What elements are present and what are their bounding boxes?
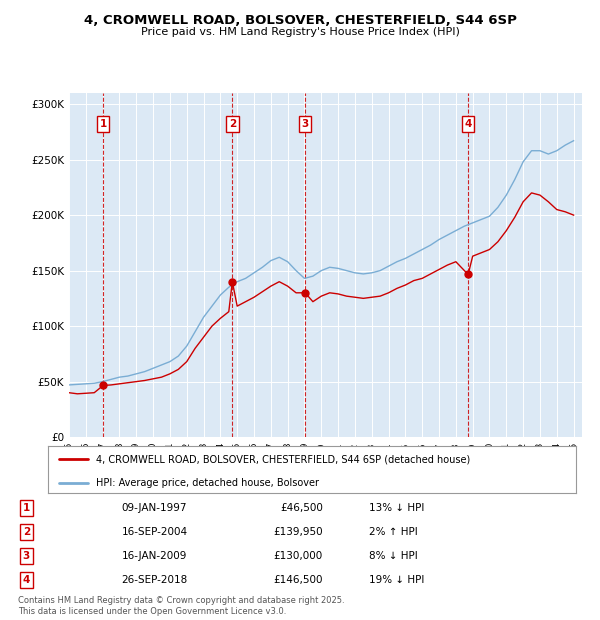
Text: £146,500: £146,500 xyxy=(274,575,323,585)
Text: 19% ↓ HPI: 19% ↓ HPI xyxy=(369,575,424,585)
Text: 8% ↓ HPI: 8% ↓ HPI xyxy=(369,551,418,561)
Text: 4: 4 xyxy=(23,575,30,585)
Text: 2% ↑ HPI: 2% ↑ HPI xyxy=(369,527,418,537)
Text: 2: 2 xyxy=(229,119,236,129)
Text: 4, CROMWELL ROAD, BOLSOVER, CHESTERFIELD, S44 6SP (detached house): 4, CROMWELL ROAD, BOLSOVER, CHESTERFIELD… xyxy=(95,454,470,464)
Text: 4: 4 xyxy=(464,119,472,129)
Text: 2: 2 xyxy=(23,527,30,537)
Text: 13% ↓ HPI: 13% ↓ HPI xyxy=(369,503,424,513)
Text: Price paid vs. HM Land Registry's House Price Index (HPI): Price paid vs. HM Land Registry's House … xyxy=(140,27,460,37)
Text: £130,000: £130,000 xyxy=(274,551,323,561)
Text: 26-SEP-2018: 26-SEP-2018 xyxy=(121,575,188,585)
Text: 09-JAN-1997: 09-JAN-1997 xyxy=(121,503,187,513)
Text: £139,950: £139,950 xyxy=(274,527,323,537)
Text: 1: 1 xyxy=(100,119,107,129)
Text: 16-JAN-2009: 16-JAN-2009 xyxy=(121,551,187,561)
Text: £46,500: £46,500 xyxy=(280,503,323,513)
Text: 16-SEP-2004: 16-SEP-2004 xyxy=(121,527,188,537)
Text: Contains HM Land Registry data © Crown copyright and database right 2025.
This d: Contains HM Land Registry data © Crown c… xyxy=(18,596,344,616)
Text: 1: 1 xyxy=(23,503,30,513)
Text: 4, CROMWELL ROAD, BOLSOVER, CHESTERFIELD, S44 6SP: 4, CROMWELL ROAD, BOLSOVER, CHESTERFIELD… xyxy=(83,14,517,27)
Text: HPI: Average price, detached house, Bolsover: HPI: Average price, detached house, Bols… xyxy=(95,477,319,488)
Text: 3: 3 xyxy=(23,551,30,561)
Text: 3: 3 xyxy=(302,119,309,129)
